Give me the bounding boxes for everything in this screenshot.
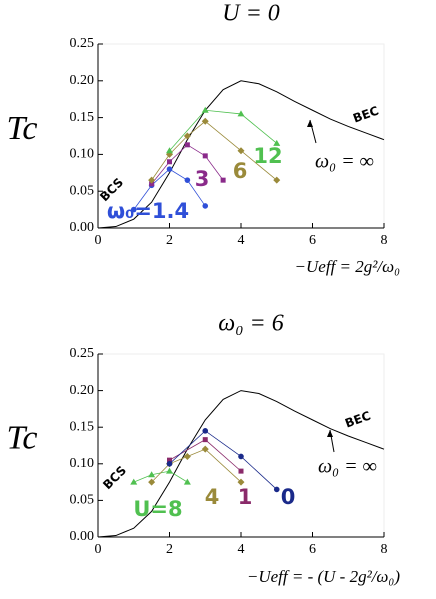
- series-line: [169, 430, 278, 490]
- annotation: BEC: [351, 103, 381, 125]
- x-tick-label: 0: [95, 542, 102, 557]
- series-line: [151, 448, 242, 483]
- marker: [130, 478, 138, 485]
- arrow-head: [307, 120, 313, 127]
- marker: [237, 147, 245, 155]
- series-label: 12: [253, 144, 282, 168]
- marker: [220, 177, 226, 183]
- marker: [148, 478, 156, 486]
- arrow-head: [327, 430, 333, 437]
- y-tick-label: 0.10: [70, 456, 95, 471]
- marker: [166, 467, 173, 474]
- marker: [184, 177, 191, 183]
- y-tick-label: 0.15: [70, 110, 95, 125]
- series-label: ω₀=1.4: [107, 199, 189, 223]
- x-tick-label: 0: [95, 233, 102, 248]
- series-line: [169, 439, 242, 472]
- series-label: 0: [281, 485, 296, 509]
- y-tick-label: 0.25: [70, 346, 95, 361]
- marker: [273, 486, 280, 493]
- marker: [238, 468, 244, 474]
- series-label: 6: [233, 159, 248, 183]
- marker: [202, 203, 209, 209]
- x-tick-label: 4: [238, 542, 245, 557]
- y-tick-label: 0.10: [70, 147, 95, 162]
- series-line: [151, 120, 278, 181]
- marker: [202, 153, 208, 159]
- series-label: 4: [205, 485, 220, 509]
- x-axis-label: −Ueff = 2g²/ω₀: [295, 257, 401, 276]
- marker: [166, 166, 173, 172]
- marker: [273, 176, 281, 184]
- series-label: 3: [195, 167, 210, 191]
- y-axis-label: Tc: [7, 419, 38, 456]
- y-tick-label: 0.15: [70, 419, 95, 434]
- x-tick-label: 8: [381, 233, 388, 248]
- marker: [201, 445, 209, 453]
- curve: [97, 80, 385, 229]
- chart-title: U = 0: [222, 1, 280, 27]
- marker: [148, 176, 156, 184]
- marker: [273, 139, 281, 146]
- series-label: ω₀ = ∞: [315, 151, 374, 173]
- annotation: BCS: [100, 463, 129, 492]
- x-tick-label: 6: [309, 542, 316, 557]
- y-tick-label: 0.00: [70, 529, 95, 544]
- y-axis-label: Tc: [7, 110, 38, 147]
- marker: [167, 457, 172, 463]
- curve: [97, 390, 385, 538]
- y-tick-label: 0.25: [70, 36, 95, 51]
- x-tick-label: 8: [381, 542, 388, 557]
- marker: [166, 461, 173, 467]
- marker: [202, 437, 208, 443]
- marker: [149, 181, 155, 187]
- annotation: BEC: [343, 408, 373, 430]
- marker: [183, 478, 191, 485]
- marker: [148, 471, 156, 478]
- marker: [184, 142, 190, 148]
- x-tick-label: 4: [238, 233, 245, 248]
- y-tick-label: 0.20: [70, 73, 95, 88]
- x-tick-label: 6: [309, 233, 316, 248]
- y-tick-label: 0.05: [70, 183, 95, 198]
- marker: [130, 206, 137, 213]
- marker: [238, 453, 244, 460]
- series-line: [169, 109, 278, 151]
- series-label: 1: [238, 485, 253, 509]
- series-label: U=8: [133, 497, 182, 521]
- marker: [237, 110, 245, 117]
- marker: [183, 132, 191, 140]
- y-tick-label: 0.05: [70, 493, 95, 508]
- marker: [201, 117, 209, 125]
- marker: [202, 428, 209, 434]
- marker: [166, 147, 173, 154]
- chart-title: ω₀ = 6: [218, 311, 283, 337]
- y-tick-label: 0.00: [70, 220, 95, 235]
- marker: [237, 478, 245, 486]
- marker: [183, 452, 191, 460]
- x-tick-label: 2: [166, 542, 173, 557]
- series-label: ω₀ = ∞: [318, 456, 377, 478]
- marker: [167, 159, 172, 165]
- x-axis-label: −Ueff = - (U - 2g²/ω₀): [247, 567, 400, 586]
- marker: [201, 106, 209, 113]
- y-tick-label: 0.20: [70, 383, 95, 398]
- x-tick-label: 2: [166, 233, 173, 248]
